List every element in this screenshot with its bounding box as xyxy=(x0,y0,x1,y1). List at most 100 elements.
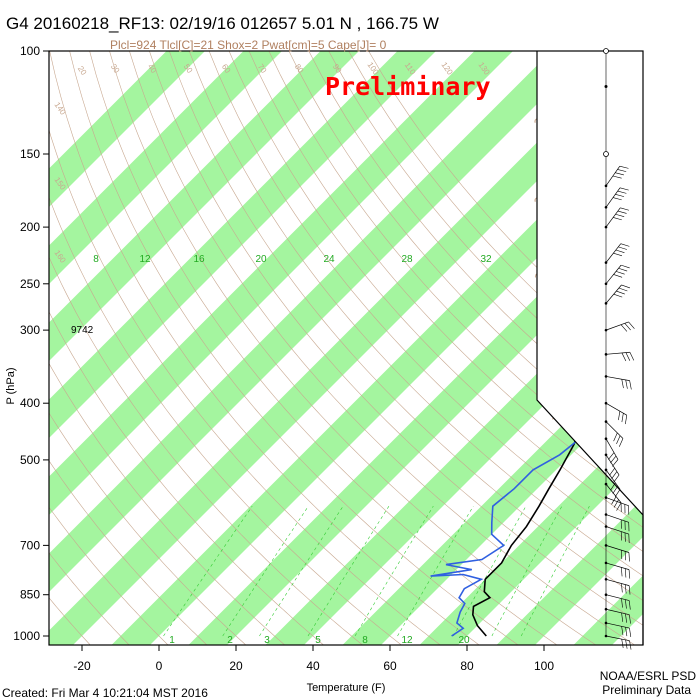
mixing-ratio-label: 24 xyxy=(323,254,335,265)
dry-adiabat-line xyxy=(169,51,643,601)
x-axis-label: Temperature (F) xyxy=(307,682,386,694)
dry-adiabat-line xyxy=(49,196,402,645)
mixing-ratio-label: 16 xyxy=(193,254,205,265)
plot-frame xyxy=(48,50,644,646)
dry-adiabat-line xyxy=(49,506,169,645)
barb-feather xyxy=(629,380,632,390)
barb-feather xyxy=(618,246,627,250)
axis-ticks: 100 150 200 250 300 400 500 700 850 1000 -20 0 20 40 6… xyxy=(13,44,554,673)
chart-title: G4 20160218_RF13: 02/19/16 012657 5.01 N… xyxy=(6,14,439,33)
dry-adiabat-line xyxy=(149,51,643,626)
dry-adiabat-line xyxy=(268,51,643,480)
wind-barbs xyxy=(603,48,635,650)
mixing-ratio-label: 12 xyxy=(139,254,151,265)
mixing-ratio-label: 20 xyxy=(255,254,267,265)
dry-adiabat-line xyxy=(69,51,519,645)
green-band xyxy=(49,51,643,645)
dry-adiabat-line xyxy=(109,51,597,645)
barb-feather xyxy=(629,352,635,361)
barb-feather xyxy=(617,210,627,214)
barb-shaft xyxy=(605,578,630,586)
mixing-ratio-line xyxy=(520,506,590,637)
dry-adiabat-line xyxy=(49,362,286,645)
mixing-ratio-label: 5 xyxy=(315,635,321,646)
barb-feather xyxy=(620,243,630,247)
x-tick-label: 40 xyxy=(306,659,320,673)
barb-feather xyxy=(615,249,625,253)
mixing-ratio-line xyxy=(397,506,474,637)
y-tick-label: 300 xyxy=(20,323,40,337)
preliminary-watermark: Preliminary xyxy=(325,72,491,101)
barb-feather xyxy=(625,627,628,637)
barb-feather xyxy=(617,169,627,172)
y-axis-label: P (hPa) xyxy=(5,367,17,404)
barb-feather xyxy=(621,284,631,289)
mixing-ratio-line xyxy=(453,506,527,637)
dry-adiabat-line xyxy=(49,311,324,645)
x-tick-label: 20 xyxy=(229,659,243,673)
green-band xyxy=(111,113,643,645)
barb-feather xyxy=(629,640,632,650)
y-tick-label: 400 xyxy=(20,396,40,410)
barb-shaft xyxy=(605,321,629,331)
barb-dot xyxy=(604,328,608,332)
barb-feather xyxy=(629,614,631,624)
mixing-ratio-label: 32 xyxy=(480,254,492,265)
dry-adiabats xyxy=(49,51,643,645)
barb-feather xyxy=(616,435,621,445)
barb-feather xyxy=(613,474,620,483)
dry-adiabat-line xyxy=(328,51,643,410)
x-tick-label: 80 xyxy=(460,659,474,673)
barb-feather xyxy=(625,352,631,361)
barb-feather xyxy=(619,187,629,191)
dry-adiabat-line xyxy=(308,51,643,433)
green-band xyxy=(49,51,436,438)
barb-feather xyxy=(620,324,628,332)
green-band xyxy=(419,421,643,645)
dry-adiabat-line xyxy=(49,597,91,645)
barb-panel-mask xyxy=(537,51,643,515)
barb-feather xyxy=(616,502,622,511)
barb-feather xyxy=(621,639,624,649)
barb-feather xyxy=(625,379,628,389)
barb-feather xyxy=(618,411,621,421)
stability-indices: Plcl=924 Tlcl[C]=21 Shox=2 Pwat[cm]=5 Ca… xyxy=(110,38,387,52)
mixing-ratio-label: 28 xyxy=(401,254,413,265)
barb-feather xyxy=(624,568,627,578)
barb-feather xyxy=(624,551,626,561)
barb-feather xyxy=(618,267,628,272)
mixing-ratio-label: 20 xyxy=(458,635,470,646)
dry-adiabat-line xyxy=(208,51,643,552)
barb-feather xyxy=(621,612,624,622)
mixing-ratio-label: 1 xyxy=(169,635,175,646)
barb-feather xyxy=(613,432,618,442)
barb-feather xyxy=(629,627,632,637)
dry-adiabat-line xyxy=(89,51,558,645)
mixing-ratio-label: 8 xyxy=(362,635,368,646)
mixing-ratio-line xyxy=(222,506,309,637)
barb-feather xyxy=(613,499,619,508)
barb-feather xyxy=(621,626,624,636)
barb-feather xyxy=(614,489,621,497)
green-band xyxy=(188,190,643,645)
mixing-ratio-line xyxy=(163,506,253,637)
mixing-ratio-label: 3 xyxy=(264,635,270,646)
barb-feather xyxy=(625,584,627,594)
y-tick-label: 250 xyxy=(20,277,40,291)
barb-feather xyxy=(610,455,617,464)
barb-shaft xyxy=(605,454,620,476)
green-band xyxy=(49,51,513,515)
barb-feather xyxy=(621,567,623,577)
barb-feather xyxy=(625,639,628,649)
barb-feather xyxy=(613,252,623,257)
mixing-ratio-line xyxy=(259,506,344,637)
green-band xyxy=(49,51,359,361)
y-tick-label: 850 xyxy=(20,588,40,602)
barb-feather xyxy=(618,287,628,292)
x-tick-label: 60 xyxy=(383,659,397,673)
x-tick-label: -20 xyxy=(73,659,91,673)
barb-feather xyxy=(621,352,627,362)
barb-feather xyxy=(621,598,623,608)
barb-feather xyxy=(628,552,630,562)
barb-feather xyxy=(612,485,619,494)
